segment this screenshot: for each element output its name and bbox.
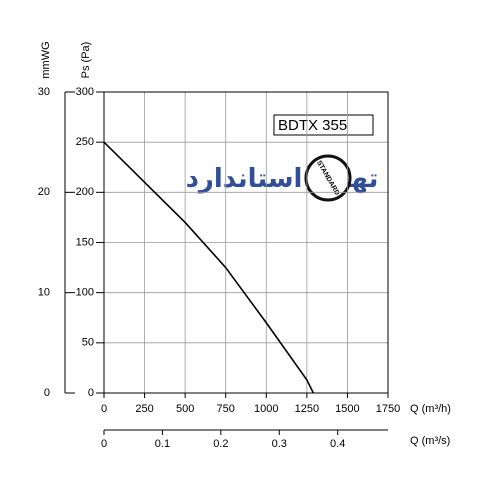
x-tick-label: 1000 bbox=[254, 403, 278, 415]
y2-tick-label: 10 bbox=[38, 287, 50, 299]
logo bbox=[304, 154, 352, 202]
x-tick-label: 1500 bbox=[335, 403, 359, 415]
y-tick-label: 100 bbox=[76, 287, 94, 299]
y-axis-label: Ps (Pa) bbox=[80, 42, 92, 79]
x2-axis-label: Q (m³/s) bbox=[410, 435, 450, 447]
y-tick-label: 0 bbox=[88, 387, 94, 399]
x-tick-label: 1750 bbox=[376, 403, 400, 415]
x-tick-label: 1250 bbox=[295, 403, 319, 415]
y-tick-label: 250 bbox=[76, 136, 94, 148]
x2-tick-label: 0.2 bbox=[213, 438, 228, 450]
title-box bbox=[273, 114, 374, 136]
x-tick-label: 750 bbox=[217, 403, 235, 415]
fan-curve bbox=[103, 141, 315, 394]
x2-tick-label: 0.4 bbox=[330, 438, 345, 450]
plot-frame bbox=[103, 91, 389, 394]
y-tick-label: 200 bbox=[76, 186, 94, 198]
x-tick-label: 0 bbox=[101, 403, 107, 415]
y2-tick-label: 0 bbox=[44, 387, 50, 399]
x-tick-label: 250 bbox=[135, 403, 153, 415]
y2-axis-label: mmWG bbox=[40, 41, 52, 78]
y2-tick-label: 30 bbox=[38, 86, 50, 98]
y-tick-label: 50 bbox=[82, 337, 94, 349]
y-tick-label: 150 bbox=[76, 236, 94, 248]
x2-tick-label: 0.1 bbox=[155, 438, 170, 450]
x-axis-label: Q (m³/h) bbox=[410, 403, 451, 415]
y-tick-label: 300 bbox=[76, 86, 94, 98]
chart-title: BDTX 355 bbox=[278, 117, 347, 134]
x2-tick-label: 0 bbox=[101, 438, 107, 450]
y2-tick-label: 20 bbox=[38, 186, 50, 198]
x-tick-label: 500 bbox=[176, 403, 194, 415]
x2-tick-label: 0.3 bbox=[272, 438, 287, 450]
